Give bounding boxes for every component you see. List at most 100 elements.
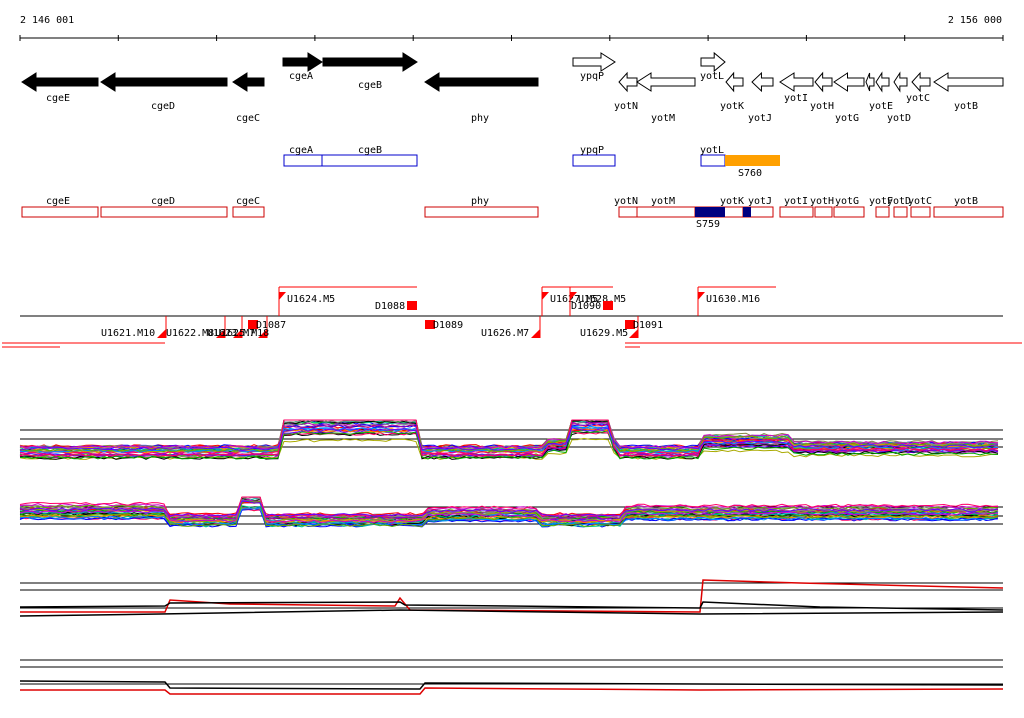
operon-label-yotL: yotL — [700, 145, 724, 156]
operon-box-cgeE — [21, 206, 99, 218]
operon-label-yotJ: yotJ — [748, 196, 772, 207]
profile-panel-2-trace — [19, 498, 998, 524]
upshift-label-U1622.M8: U1622.M8 — [166, 328, 214, 339]
operon-box-yotI — [779, 206, 814, 218]
gene-track: cgeE cgeD cgeC cgeA cgeB phy ypqP yotN yotM yotL y… — [21, 51, 1004, 124]
operon-label-yotN: yotN — [614, 196, 638, 207]
gene-label-cgeE: cgeE — [46, 93, 70, 104]
gene-arrow-cgeE — [21, 72, 99, 92]
gene-label-cgeD: cgeD — [151, 101, 175, 112]
feature-s759-box — [695, 207, 725, 217]
operon-label-ypqP: ypqP — [580, 145, 604, 156]
gene-label-yotG: yotG — [835, 113, 859, 124]
gene-label-yotK: yotK — [720, 101, 744, 112]
operon-label-yotG: yotG — [835, 196, 859, 207]
gene-label-yotC: yotC — [906, 93, 930, 104]
operon-label-yotK: yotK — [720, 196, 744, 207]
gene-label-cgeB: cgeB — [358, 80, 382, 91]
gene-label-yotJ: yotJ — [748, 113, 772, 124]
ruler-start-coordinate: 2 146 001 — [20, 15, 74, 26]
gene-label-yotM: yotM — [651, 113, 675, 124]
gene-arrow-ypqP — [572, 52, 616, 72]
downshift-label-D1088: D1088 — [375, 301, 405, 312]
gene-label-yotN: yotN — [614, 101, 638, 112]
operon-box-cgeD — [100, 206, 228, 218]
profile-panel-2-trace — [19, 500, 999, 517]
gene-label-cgeC: cgeC — [236, 113, 260, 124]
gene-label-yotI: yotI — [784, 93, 808, 104]
operon-track-upper: cgeA cgeB ypqP yotL S760 — [283, 145, 780, 179]
upshift-flag-U1629.M5 — [629, 329, 638, 338]
downshift-marker-D1088 — [407, 301, 417, 310]
gene-arrow-yotE — [875, 71, 890, 93]
operon-box-yotF — [875, 206, 890, 218]
operon-label-yotC: yotC — [908, 196, 932, 207]
operon-label-yotF: yotF — [869, 196, 893, 207]
profile-panel-3-trace-black — [19, 601, 1004, 611]
profile-panel-4-trace-red — [20, 687, 1004, 695]
gene-arrow-yotF — [865, 72, 875, 92]
operon-box-yotH — [814, 206, 833, 218]
feature-s759-label: S759 — [696, 219, 720, 230]
profile-panel-2-trace — [19, 507, 998, 526]
operon-label-cgeB: cgeB — [358, 145, 382, 156]
upshift-flag-U1623.M7 — [233, 329, 242, 338]
downshift-marker-D1090 — [603, 301, 613, 310]
upshift-flag-U1625.M18 — [258, 329, 267, 338]
coordinate-ruler: 2 146 001 2 156 000 — [19, 15, 1004, 41]
profile-panel-2-trace — [19, 500, 999, 528]
downshift-label-D1090: D1090 — [571, 301, 601, 312]
operon-box-yotM — [636, 206, 696, 218]
operon-label-cgeA: cgeA — [289, 145, 313, 156]
gene-arrow-yotJ — [751, 71, 774, 93]
feature-s759-box-2 — [743, 207, 751, 217]
upshift-label-U1629.M5: U1629.M5 — [580, 328, 628, 339]
operon-label-phy: phy — [471, 196, 489, 207]
downshift-label-D1089: D1089 — [433, 320, 463, 331]
upshift-label-U1625.M18: U1625.M18 — [215, 328, 269, 339]
gene-arrow-yotH — [814, 71, 833, 93]
operon-label-cgeD: cgeD — [151, 196, 175, 207]
gene-arrow-yotG — [833, 72, 865, 92]
gene-arrow-yotI — [779, 72, 814, 92]
upshift-label-U1628.M5: U1628.M5 — [578, 294, 626, 305]
upshift-flag-U1630.M16 — [698, 292, 705, 300]
operon-label-yotB: yotB — [954, 196, 978, 207]
operon-box-ypqP — [572, 154, 616, 167]
upshift-flag-U1622.M8 — [216, 329, 225, 338]
gene-arrow-yotM — [636, 72, 696, 92]
profile-panel-1-trace — [19, 427, 999, 451]
profile-panel-3-trace-black-2 — [19, 609, 1004, 617]
gene-label-yotL: yotL — [700, 71, 724, 82]
downshift-label-D1091: D1091 — [633, 320, 663, 331]
operon-box-yotC — [910, 206, 931, 218]
operon-box-yotN — [618, 206, 638, 218]
operon-box-cgeA — [283, 154, 323, 167]
gene-arrow-yotL — [700, 51, 726, 73]
upshift-label-U1621.M10: U1621.M10 — [101, 328, 155, 339]
downshift-label-D1087: D1087 — [256, 320, 286, 331]
gene-arrow-cgeC — [232, 72, 265, 92]
gene-arrow-yotK — [725, 71, 744, 93]
profile-panel-1-trace — [19, 419, 999, 457]
gene-arrow-yotN — [618, 71, 638, 93]
gene-arrow-yotC — [911, 71, 931, 93]
operon-label-yotH: yotH — [810, 196, 834, 207]
gene-label-yotH: yotH — [810, 101, 834, 112]
operon-label-yotI: yotI — [784, 196, 808, 207]
feature-s760-box — [725, 155, 780, 166]
gene-arrow-cgeA — [282, 52, 323, 72]
profile-panel-1-trace — [19, 419, 999, 451]
profile-panel-4-trace-black — [19, 680, 1004, 690]
gene-arrow-cgeD — [100, 72, 228, 92]
operon-box-cgeB — [321, 154, 418, 167]
ruler-end-coordinate: 2 156 000 — [948, 15, 1002, 26]
gene-label-yotD: yotD — [887, 113, 911, 124]
profile-panel-1-trace — [19, 429, 999, 460]
operon-label-cgeE: cgeE — [46, 196, 70, 207]
gene-arrow-cgeB — [322, 52, 418, 72]
expression-profiles — [19, 419, 1004, 695]
profile-panel-1-trace — [19, 419, 999, 450]
